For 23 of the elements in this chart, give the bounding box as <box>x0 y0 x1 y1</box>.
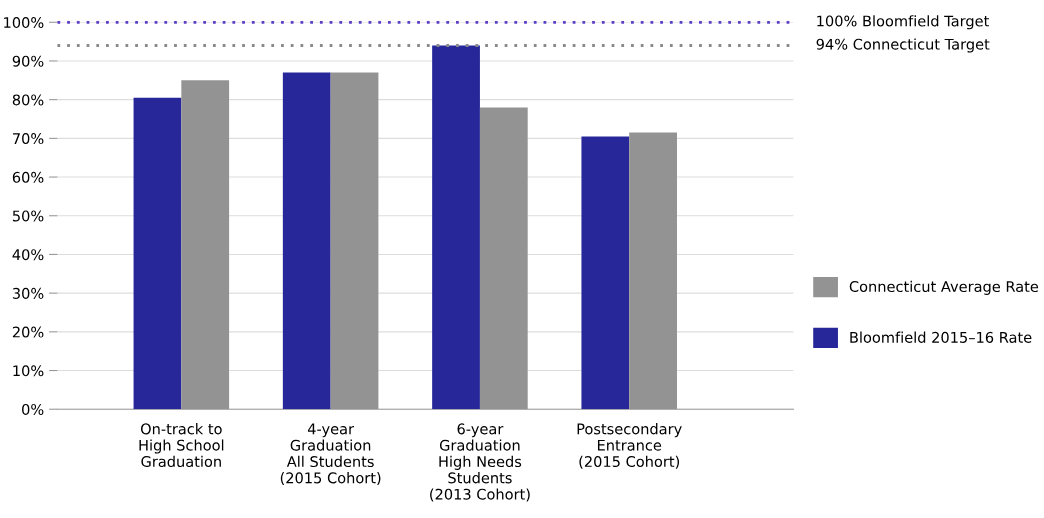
legend-label: Bloomfield 2015–16 Rate <box>850 331 1032 343</box>
y-tick-label: 10% <box>13 365 44 377</box>
x-tick-label: 4-year Graduation All Students (2015 Cohort) <box>280 423 381 486</box>
y-tick-label: 30% <box>12 287 44 299</box>
bar <box>432 45 480 410</box>
ref-line-label: 94% Connecticut Target <box>816 38 990 53</box>
y-tick-label: 0% <box>22 403 44 415</box>
legend-label: Connecticut Average Rate <box>849 280 1039 295</box>
y-tick-label: 20% <box>12 326 44 338</box>
x-tick-label: 6-year Graduation High Needs Students (2013 Cohort) <box>430 423 530 502</box>
y-tick-label: 80% <box>12 94 44 106</box>
bar <box>282 72 331 410</box>
y-tick-label: 100% <box>4 16 44 29</box>
y-tick-label: 40% <box>12 249 44 261</box>
y-tick-label: 50% <box>12 210 44 222</box>
ref-line-label: 100% Bloomfield Target <box>817 15 989 30</box>
y-tick-label: 60% <box>12 171 44 183</box>
bar <box>581 136 630 410</box>
bar <box>133 97 182 410</box>
x-tick-label: On-track to High School Graduation <box>139 423 224 468</box>
x-tick-label: Postsecondary Entrance (2015 Cohort) <box>577 423 682 469</box>
y-tick-label: 70% <box>13 133 44 145</box>
y-tick-label: 90% <box>12 55 44 67</box>
